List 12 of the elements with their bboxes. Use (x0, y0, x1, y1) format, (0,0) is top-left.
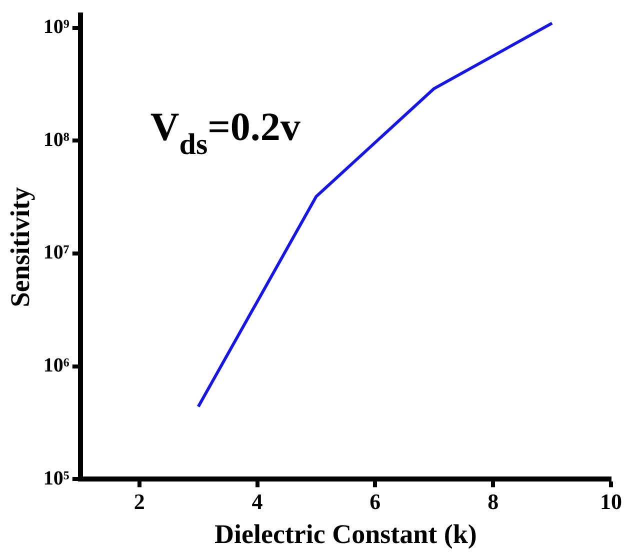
y-tick-label: 10⁸ (43, 128, 70, 151)
y-tick-label: 10⁶ (43, 354, 70, 377)
y-tick-label: 10⁵ (43, 467, 70, 490)
y-tick-label: 10⁷ (43, 242, 70, 264)
x-tick-label: 4 (252, 489, 263, 514)
y-tick-label: 10⁹ (43, 16, 70, 38)
x-tick-label: 2 (134, 489, 145, 514)
x-axis-title: Dielectric Constant (k) (214, 518, 477, 549)
x-tick-label: 6 (370, 489, 381, 514)
y-axis-title: Sensitivity (5, 186, 36, 308)
x-tick-label: 8 (488, 489, 499, 514)
x-tick-label: 10 (600, 489, 622, 514)
